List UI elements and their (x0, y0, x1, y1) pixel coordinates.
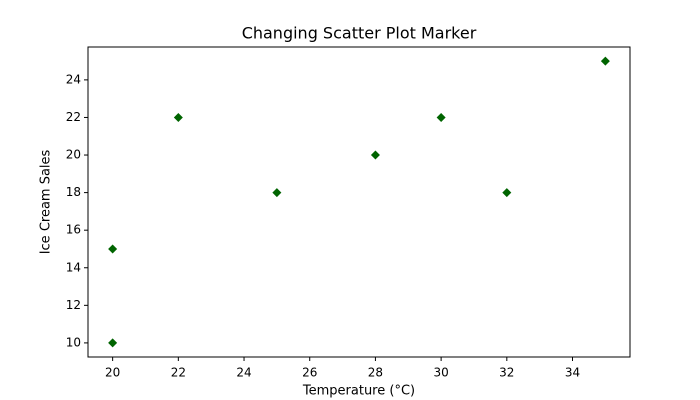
chart-title: Changing Scatter Plot Marker (242, 24, 477, 43)
point (173, 112, 183, 122)
x-tick-label: 22 (171, 366, 186, 380)
y-tick-label: 22 (66, 110, 81, 124)
point (108, 244, 118, 254)
point (370, 150, 380, 160)
x-tick-label: 28 (368, 366, 383, 380)
y-tick-label: 24 (66, 72, 81, 86)
y-tick-label: 16 (66, 223, 81, 237)
x-tick-label: 26 (302, 366, 317, 380)
point (108, 338, 118, 348)
x-tick-label: 24 (236, 366, 251, 380)
point (600, 56, 610, 66)
y-axis-label: Ice Cream Sales (39, 149, 54, 254)
point (272, 188, 282, 198)
point (502, 188, 512, 198)
y-tick-label: 18 (66, 185, 81, 199)
x-tick-label: 30 (433, 366, 448, 380)
x-axis-label: Temperature (°C) (302, 384, 415, 399)
x-tick-label: 20 (105, 366, 120, 380)
y-tick-label: 20 (66, 148, 81, 162)
x-tick-label: 34 (565, 366, 580, 380)
y-tick-label: 14 (66, 260, 81, 274)
y-tick-label: 10 (66, 335, 81, 349)
y-tick-label: 12 (66, 298, 81, 312)
plot-frame (87, 46, 631, 358)
point (436, 112, 446, 122)
x-tick-label: 32 (499, 366, 514, 380)
